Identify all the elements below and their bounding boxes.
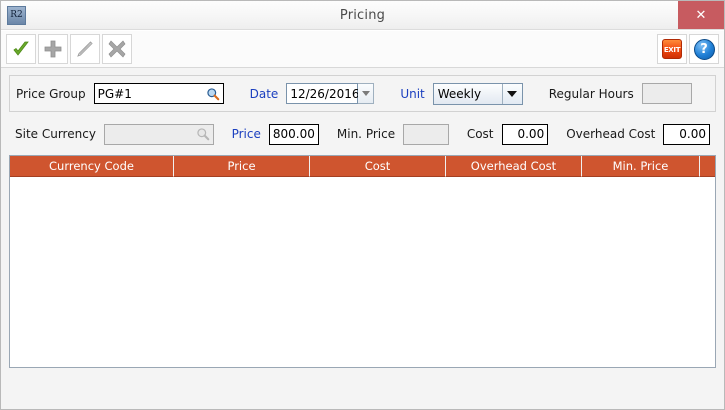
toolbar: EXIT ? <box>1 30 724 68</box>
price-group-input[interactable]: PG#1 <box>93 83 224 104</box>
unit-value: Weekly <box>437 86 482 101</box>
chevron-down-icon <box>507 90 518 97</box>
pricing-grid: Currency Code Price Cost Overhead Cost Min. … <box>9 155 716 368</box>
min-price-input <box>403 123 449 145</box>
regular-hours-label: Regular Hours <box>548 86 634 101</box>
regular-hours-input <box>641 83 692 104</box>
price-group-label: Price Group <box>16 86 86 101</box>
grid-column-header[interactable]: Price <box>174 156 310 177</box>
chevron-down-icon <box>361 91 370 96</box>
check-icon <box>13 41 29 56</box>
site-currency-label: Site Currency <box>15 127 96 141</box>
form-area: Price Group PG#1 Date 12/26/2016 Unit <box>1 75 724 150</box>
date-dropdown-button[interactable] <box>358 83 375 104</box>
cost-label: Cost <box>466 127 494 141</box>
grid-body[interactable] <box>10 177 715 367</box>
unit-label: Unit <box>400 86 425 101</box>
edit-button[interactable] <box>70 34 100 64</box>
exit-icon: EXIT <box>662 39 682 59</box>
grid-column-header[interactable]: Cost <box>310 156 446 177</box>
site-currency-input <box>103 123 214 145</box>
unit-dropdown-button[interactable] <box>501 83 522 104</box>
min-price-label: Min. Price <box>336 127 396 141</box>
price-group-value: PG#1 <box>97 86 132 101</box>
date-input[interactable]: 12/26/2016 <box>286 83 359 104</box>
exit-button[interactable]: EXIT <box>657 34 687 64</box>
overhead-cost-label: Overhead Cost <box>566 127 656 141</box>
confirm-button[interactable] <box>6 34 36 64</box>
unit-select[interactable]: Weekly <box>432 82 523 105</box>
cost-input[interactable]: 0.00 <box>501 123 549 145</box>
add-button[interactable] <box>38 34 68 64</box>
price-label: Price <box>231 127 261 141</box>
question-mark-icon: ? <box>693 38 715 60</box>
title-bar: R2 Pricing ✕ <box>1 1 724 30</box>
magnifier-icon[interactable] <box>206 87 220 101</box>
grid-header-filler <box>700 156 715 177</box>
grid-column-header[interactable]: Currency Code <box>10 156 174 177</box>
magnifier-icon <box>196 128 209 141</box>
help-button[interactable]: ? <box>689 34 719 64</box>
close-button[interactable]: ✕ <box>678 1 724 29</box>
overhead-cost-input[interactable]: 0.00 <box>663 123 710 145</box>
window-title: Pricing <box>339 7 386 23</box>
grid-column-header[interactable]: Min. Price <box>582 156 700 177</box>
pencil-icon <box>77 41 93 57</box>
date-label: Date <box>249 86 279 101</box>
delete-button[interactable] <box>102 34 132 64</box>
date-field[interactable]: 12/26/2016 <box>286 83 375 104</box>
grid-column-header[interactable]: Overhead Cost <box>446 156 582 177</box>
form-row-primary: Price Group PG#1 Date 12/26/2016 Unit <box>9 75 716 112</box>
app-icon: R2 <box>7 5 26 25</box>
form-row-secondary: Site Currency Price 800.00 Min. Price Co… <box>9 118 716 150</box>
grid-header-row: Currency Code Price Cost Overhead Cost Min. … <box>10 156 715 177</box>
price-input[interactable]: 800.00 <box>268 123 319 145</box>
cross-icon <box>108 40 126 58</box>
plus-icon <box>44 40 62 58</box>
